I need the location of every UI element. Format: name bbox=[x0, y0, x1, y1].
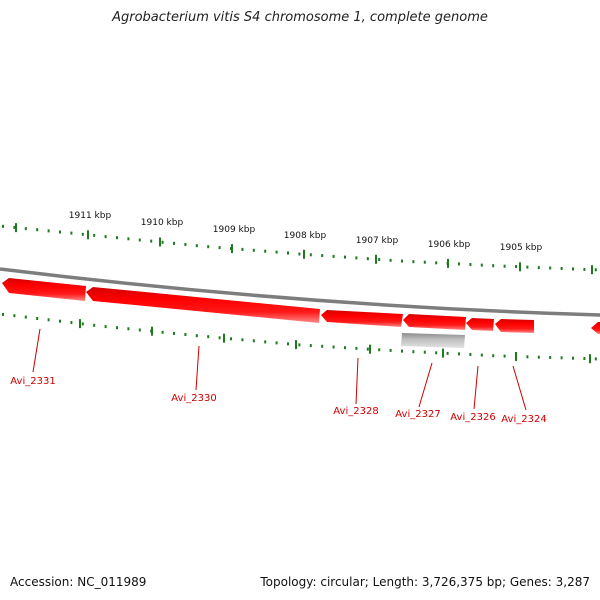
pseudogene-bar[interactable] bbox=[401, 333, 465, 348]
gene-arrow-avi-2326[interactable] bbox=[466, 318, 494, 331]
gene-callout-line bbox=[32, 328, 41, 373]
gene-arrow-avi-2324[interactable] bbox=[495, 319, 534, 333]
genome-backbone bbox=[0, 267, 600, 317]
accession-text: Accession: NC_011989 bbox=[10, 575, 147, 589]
gene-label[interactable]: Avi_2327 bbox=[395, 409, 440, 420]
scale-label: 1910 kbp bbox=[141, 218, 184, 228]
gene-label[interactable]: Avi_2328 bbox=[333, 406, 378, 417]
scale-label: 1905 kbp bbox=[500, 243, 543, 253]
gene-label[interactable]: Avi_2330 bbox=[171, 393, 216, 404]
gene-label-group: Avi_2331 Avi_2330 Avi_2328 Avi_2327 Avi_2326… bbox=[10, 376, 546, 425]
gene-label[interactable]: Avi_2324 bbox=[501, 414, 546, 425]
gene-callout-line bbox=[195, 345, 200, 391]
scale-label: 1908 kbp bbox=[284, 231, 327, 241]
genome-info-text: Topology: circular; Length: 3,726,375 bp… bbox=[260, 575, 590, 589]
gene-callout-line bbox=[418, 362, 433, 408]
gene-callout-lines bbox=[32, 328, 527, 411]
gene-arrow-partial-right[interactable] bbox=[591, 322, 600, 334]
gene-track bbox=[2, 278, 600, 348]
gene-callout-line bbox=[512, 365, 527, 411]
gene-callout-line bbox=[473, 365, 479, 410]
outer-tick-track bbox=[2, 223, 597, 275]
gene-label[interactable]: Avi_2331 bbox=[10, 376, 55, 387]
scale-label: 1911 kbp bbox=[69, 211, 112, 221]
gene-arrow-avi-2331[interactable] bbox=[2, 278, 86, 301]
gene-callout-line bbox=[355, 357, 359, 405]
scale-label-group: 1911 kbp 1910 kbp 1909 kbp 1908 kbp 1907 kbp… bbox=[69, 211, 543, 253]
scale-label: 1909 kbp bbox=[213, 225, 256, 235]
gene-arrow-avi-2327[interactable] bbox=[403, 314, 466, 330]
gene-label[interactable]: Avi_2326 bbox=[450, 412, 495, 423]
scale-label: 1907 kbp bbox=[356, 236, 399, 246]
inner-tick-track bbox=[2, 312, 597, 364]
gene-arrow-avi-2328[interactable] bbox=[321, 310, 403, 327]
genome-title: Agrobacterium vitis S4 chromosome 1, com… bbox=[112, 10, 488, 25]
gene-arrow-avi-2330[interactable] bbox=[86, 287, 320, 323]
scale-label: 1906 kbp bbox=[428, 240, 471, 250]
